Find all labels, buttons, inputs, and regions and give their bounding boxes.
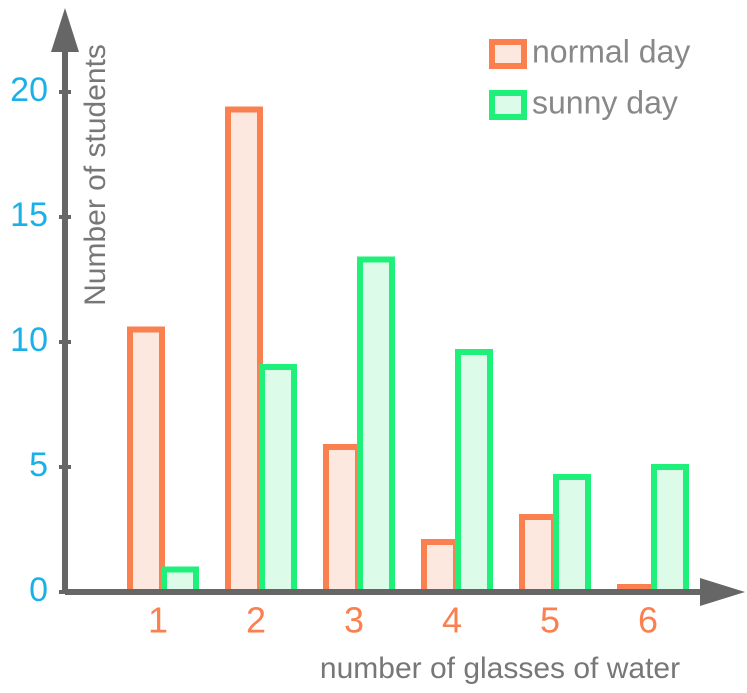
bar	[225, 106, 263, 595]
x-tick-label: 2	[246, 600, 266, 641]
y-axis-label: Number of students	[79, 44, 112, 306]
bar	[421, 539, 459, 595]
x-tick-label: 4	[442, 600, 462, 641]
y-tick-label: 0	[29, 571, 48, 609]
y-tick-label: 5	[29, 446, 48, 484]
legend-swatch	[489, 90, 527, 120]
bar	[357, 256, 395, 595]
legend-label: sunny day	[532, 84, 678, 120]
bar	[259, 364, 297, 595]
bar	[161, 566, 199, 595]
y-axis-arrow	[51, 8, 79, 52]
bar	[455, 349, 493, 595]
x-axis-label: number of glasses of water	[320, 652, 680, 685]
bar	[553, 474, 591, 595]
x-tick-label: 3	[344, 600, 364, 641]
x-axis-arrow	[700, 578, 745, 606]
x-tick-label: 1	[148, 600, 168, 641]
y-tick-label: 15	[10, 196, 48, 234]
legend-label: normal day	[532, 33, 690, 69]
legend-swatch	[489, 39, 527, 69]
bar	[519, 514, 557, 595]
x-tick-label: 6	[638, 600, 658, 641]
y-tick-label: 20	[10, 71, 48, 109]
bar	[127, 326, 165, 595]
bar	[323, 444, 361, 595]
y-tick-label: 10	[10, 321, 48, 359]
bar	[651, 464, 689, 595]
x-tick-label: 5	[540, 600, 560, 641]
